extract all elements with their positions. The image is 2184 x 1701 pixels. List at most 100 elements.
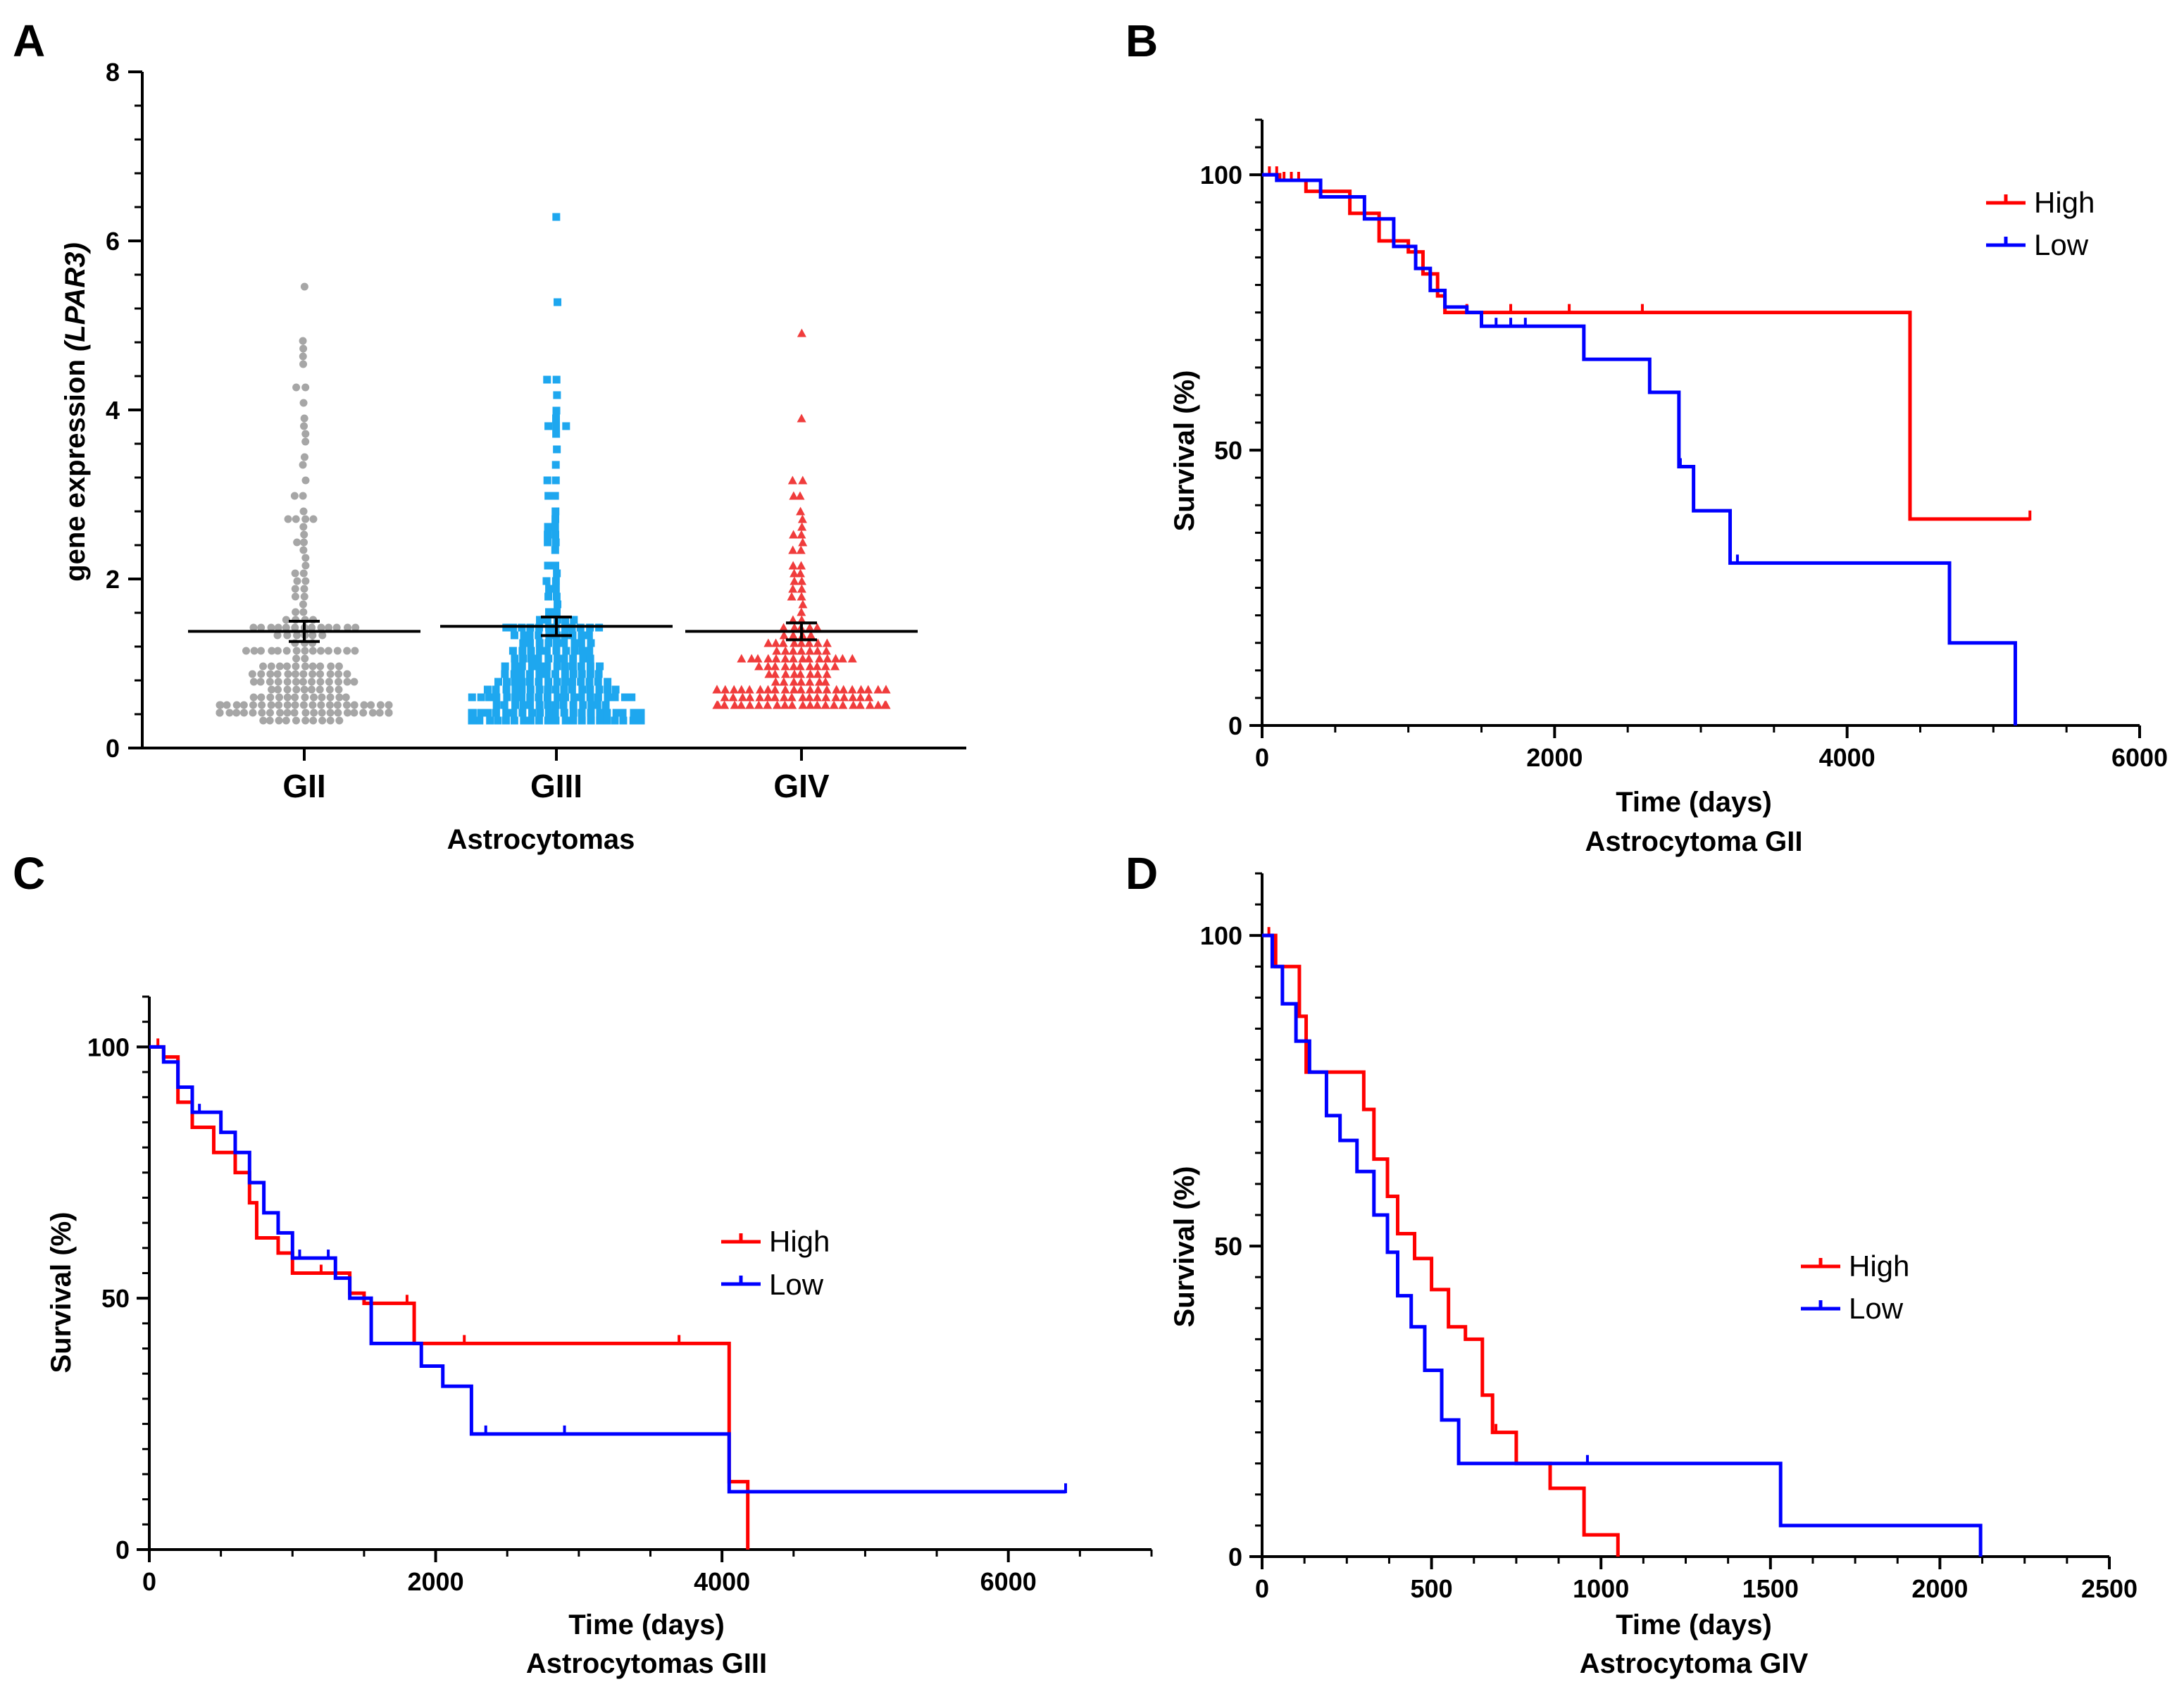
panel-a-point-giii	[535, 670, 544, 678]
panel-a-point-giii	[552, 430, 561, 438]
panel-a-point-giv	[847, 685, 857, 694]
panel-b-y-axis-title: Survival (%)	[1169, 370, 1200, 532]
panel-a-point-giii	[568, 685, 576, 694]
panel-a-point-gii	[292, 716, 300, 725]
panel-c-legend-low: Low	[769, 1268, 824, 1301]
panel-a-point-giii	[552, 414, 561, 423]
panel-a-point-gii	[300, 414, 308, 423]
panel-a-point-giii	[553, 662, 561, 671]
panel-a-point-gii	[375, 709, 384, 717]
panel-a-point-giii	[579, 654, 587, 663]
panel-a-point-gii	[282, 616, 290, 624]
panel-a-point-giii	[511, 654, 519, 663]
panel-a-point-giii	[535, 701, 544, 709]
panel-a-point-gii	[274, 623, 282, 632]
panel-a-point-giii	[577, 693, 585, 702]
panel-a-point-giii	[518, 647, 527, 655]
panel-a-point-giii	[545, 608, 554, 616]
panel-c-marks: 0 50 100 0 2000 4000 6000	[87, 995, 1153, 1596]
panel-a-point-giii	[552, 647, 561, 655]
panel-a-point-gii	[333, 701, 342, 709]
panel-a-point-giv	[798, 700, 808, 709]
panel-a-point-giii	[611, 716, 619, 725]
panel-a-point-giii	[561, 678, 570, 686]
panel-a-point-giv	[864, 692, 874, 702]
panel-a-point-giv	[754, 661, 764, 671]
panel-a-point-giii	[551, 716, 560, 725]
panel-d-x-tick-label: 2500	[2081, 1574, 2138, 1603]
panel-c-curve-high	[149, 1045, 750, 1550]
panel-a-point-giv	[737, 692, 747, 702]
panel-a-point-giii	[594, 693, 602, 702]
panel-a-point-giii	[579, 701, 587, 709]
panel-a-point-giii	[534, 654, 542, 663]
panel-a-point-giii	[544, 701, 552, 709]
panel-a-point-gii	[308, 670, 317, 678]
panel-a-point-gii	[283, 701, 292, 709]
panel-a-point-giii	[528, 662, 536, 671]
panel-a-point-giv	[779, 692, 789, 702]
panel-b: B 0 50 100 0 2000 4000 6000 Time (days) Astroc…	[1125, 15, 2168, 857]
panel-a-point-giii	[551, 577, 560, 585]
panel-a-point-giii	[577, 662, 585, 671]
panel-a-point-giv	[829, 700, 839, 709]
panel-a-point-giii	[492, 709, 500, 717]
panel-a-point-gii	[334, 709, 342, 717]
panel-a-point-gii	[292, 608, 300, 616]
panel-a-point-giv	[873, 685, 883, 694]
panel-d-x-tick-label: 1000	[1573, 1574, 1629, 1603]
panel-a-point-gii	[301, 716, 310, 725]
panel-a-point-gii	[292, 678, 300, 686]
panel-a-point-gii	[267, 662, 275, 671]
panel-a-point-gii	[385, 709, 393, 717]
panel-a-point-gii	[367, 701, 375, 709]
panel-a-point-giii	[544, 492, 553, 500]
panel-a-point-giii	[511, 693, 520, 702]
panel-a-point-gii	[299, 344, 308, 353]
panel-a-point-giii	[492, 693, 501, 702]
panel-a-point-giii	[562, 422, 570, 430]
panel-a-point-giii	[553, 678, 561, 686]
panel-a-point-gii	[299, 507, 308, 516]
panel-a-point-gii	[283, 693, 292, 702]
panel-a-point-giv	[745, 692, 755, 702]
panel-a-point-giv	[763, 661, 773, 671]
panel-a-point-giv	[780, 685, 790, 694]
panel-a-point-gii	[259, 716, 268, 725]
panel-a-point-giii	[594, 678, 602, 686]
panel-b-legend-high: High	[2034, 186, 2095, 219]
panel-a-point-giii	[528, 709, 537, 717]
panel-a-point-gii	[293, 631, 301, 640]
panel-a-point-giii	[502, 709, 511, 717]
panel-a-point-gii	[300, 585, 308, 593]
panel-a-point-gii	[291, 585, 299, 593]
panel-a-point-gii	[318, 693, 326, 702]
panel-a-point-giii	[542, 577, 551, 585]
panel-a-point-giii	[611, 685, 620, 694]
panel-a-point-gii	[292, 647, 301, 655]
panel-a-point-gii	[291, 569, 299, 578]
panel-a-point-giv	[795, 568, 805, 578]
panel-a-point-gii	[350, 701, 358, 709]
panel-a-point-gii	[249, 693, 258, 702]
panel-c-y-tick-label: 50	[101, 1284, 130, 1313]
panel-a-point-giv	[822, 669, 832, 678]
panel-a-point-giii	[630, 709, 638, 717]
panel-a-point-giii	[554, 600, 562, 609]
panel-a-point-giii	[560, 654, 568, 663]
panel-a-point-giv	[797, 561, 806, 570]
panel-a-point-giv	[797, 328, 806, 337]
panel-a-point-giii	[569, 654, 578, 663]
panel-d-y-axis-title: Survival (%)	[1169, 1166, 1200, 1328]
panel-a-point-giv	[797, 522, 807, 531]
panel-a-y-tick-label: 4	[106, 396, 120, 425]
panel-a-point-giv	[798, 692, 808, 702]
panel-a-point-gii	[299, 461, 307, 469]
panel-a-point-giv	[728, 692, 738, 702]
panel-a-point-gii	[273, 647, 282, 655]
panel-a-point-gii	[282, 623, 290, 632]
panel-a-point-giv	[805, 623, 815, 632]
panel-a-point-gii	[250, 647, 258, 655]
panel-a-point-gii	[309, 716, 318, 725]
panel-a-point-giii	[544, 592, 553, 601]
